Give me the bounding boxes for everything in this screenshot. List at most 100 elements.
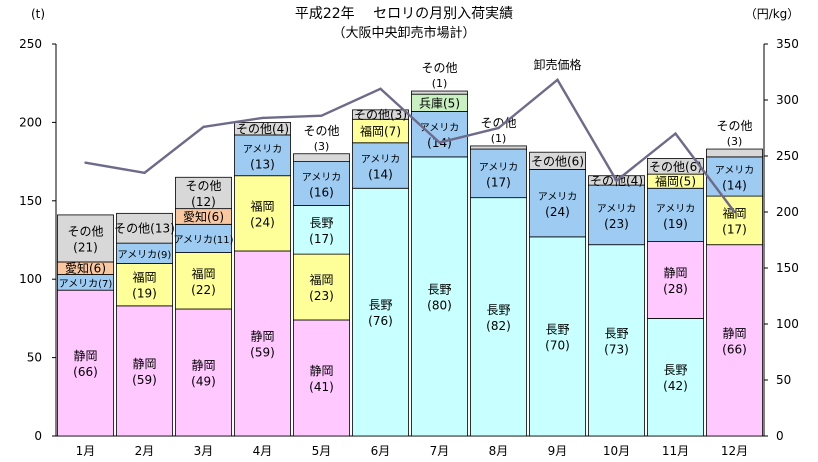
segment-value-label: (17) (309, 232, 334, 246)
segment-name-label: 静岡 (722, 326, 746, 340)
bar-segment (234, 134, 291, 177)
segment-name-label: その他 (716, 119, 752, 133)
segment-value-label: (28) (663, 282, 688, 296)
price-point (84, 161, 87, 164)
bar-segment (588, 244, 645, 437)
right-tick-label: 300 (776, 93, 799, 107)
segment-value-label: (19) (132, 287, 157, 301)
segment-label: 福岡(7) (360, 124, 401, 139)
segment-value-label: (22) (191, 283, 216, 297)
segment-name-label: アメリカ (715, 164, 755, 176)
bar-segment (293, 153, 350, 162)
segment-label: その他(4) (236, 122, 289, 136)
segment-label: その他(6) (531, 154, 584, 168)
x-tick-label: 11月 (662, 444, 689, 458)
price-series-label: 卸売価格 (533, 57, 581, 72)
bar-segment (470, 145, 527, 150)
right-tick-label: 100 (776, 317, 799, 331)
segment-value-label: (80) (427, 298, 452, 312)
segment-value-label: (49) (191, 374, 216, 388)
bar-segment (647, 158, 704, 175)
right-tick-label: 350 (776, 37, 799, 51)
segment-label: 兵庫(5) (419, 96, 460, 110)
left-axis-unit: (t) (31, 7, 45, 21)
segment-value-label: (23) (309, 289, 334, 303)
segment-name-label: 長野 (309, 216, 333, 230)
bar-segment (352, 187, 409, 437)
segment-value-label: (66) (73, 365, 98, 379)
price-point (143, 171, 146, 174)
left-tick-label: 150 (19, 194, 42, 208)
plot-area: 0 50 100 150 200 250 0 50 100 150 200 250 300 350 静岡 (6… (19, 37, 799, 458)
segment-name-label: 長野 (604, 326, 628, 340)
bar-segment (293, 253, 350, 321)
bar-segment (411, 90, 468, 95)
segment-name-label: その他 (67, 224, 103, 238)
price-point (733, 210, 736, 214)
segment-label: その他(13) (114, 222, 175, 236)
segment-value-label: (24) (545, 205, 570, 219)
right-tick-label: 200 (776, 205, 799, 219)
segment-name-label: 静岡 (73, 349, 97, 363)
x-tick-label: 3月 (194, 444, 214, 458)
bar-segment (411, 111, 468, 158)
bar-segment (57, 289, 114, 437)
x-tick-label: 7月 (430, 444, 450, 458)
bar-segment (588, 184, 645, 246)
segment-name-label: その他 (303, 124, 339, 138)
bar-segment (647, 317, 704, 437)
segment-name-label: 長野 (427, 282, 451, 296)
bar-segment (57, 214, 114, 263)
segment-label: 福岡(5) (655, 174, 696, 189)
segment-name-label: 福岡 (132, 270, 156, 285)
segment-value-label: (23) (604, 217, 629, 231)
segment-name-label: アメリカ (361, 154, 401, 166)
segment-value-label: (70) (545, 338, 570, 352)
bar-segment (470, 197, 527, 437)
x-tick-label: 8月 (489, 444, 509, 458)
segment-value-label: (41) (309, 380, 334, 394)
bar-segment (529, 169, 586, 238)
segment-value-label: (82) (486, 319, 511, 333)
price-line (85, 78, 736, 213)
price-point (379, 87, 382, 91)
bar-segment (116, 263, 173, 307)
bar-segment (470, 148, 527, 199)
segment-name-label: アメリカ (479, 161, 519, 173)
bar-segment (411, 156, 468, 437)
left-tick-label: 250 (19, 37, 42, 51)
bar-segment (234, 250, 291, 437)
bar-segment (529, 151, 586, 170)
x-tick-label: 9月 (548, 444, 568, 458)
bar-segment (706, 244, 763, 437)
segment-name-label: アメリカ (243, 143, 283, 155)
segment-label: アメリカ(9) (118, 249, 172, 261)
segment-value-label: (17) (722, 222, 747, 236)
x-tick-label: 4月 (253, 444, 273, 458)
segment-value-label: (76) (368, 314, 393, 328)
segment-name-label: アメリカ (302, 172, 342, 184)
segment-label: 愛知(6) (183, 210, 224, 224)
segment-value-label: (1) (491, 132, 507, 145)
segment-label: その他(6) (649, 160, 702, 174)
x-tick-label: 5月 (312, 444, 332, 458)
price-point (674, 132, 677, 135)
bar-segment (293, 161, 350, 206)
bar-segment (175, 308, 232, 437)
chart-title: 平成22年 セロリの月別入荷実績 (295, 6, 513, 22)
segment-name-label: アメリカ (656, 203, 696, 215)
price-point (556, 78, 559, 82)
price-point (497, 126, 500, 130)
bar-segment (647, 241, 704, 319)
segment-value-label: (73) (604, 342, 629, 356)
x-tick-label: 1月 (76, 444, 96, 458)
right-tick-label: 0 (776, 429, 784, 443)
segment-name-label: 長野 (486, 303, 510, 317)
segment-value-label: (1) (432, 77, 448, 90)
segment-name-label: アメリカ (538, 191, 578, 203)
left-tick-label: 100 (19, 272, 42, 286)
left-tick-label: 50 (27, 351, 42, 365)
right-tick-label: 50 (776, 373, 791, 387)
segment-name-label: 長野 (663, 363, 687, 377)
